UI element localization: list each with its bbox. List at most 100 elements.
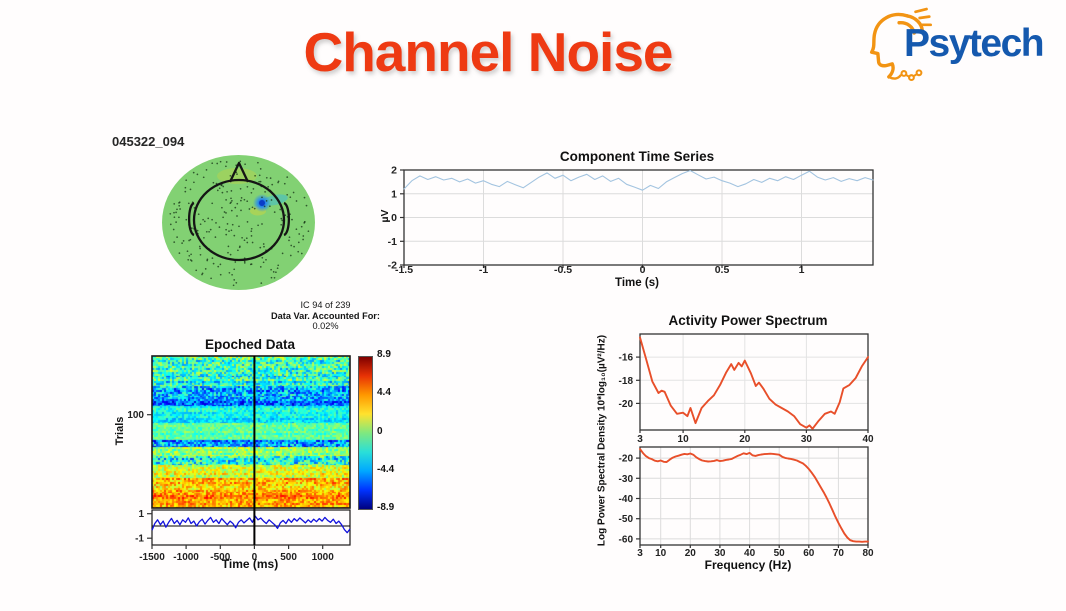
series-line: [639, 336, 869, 430]
electrode-dot: [214, 236, 217, 238]
electrode-dot: [176, 236, 178, 238]
component-topography: [162, 155, 315, 290]
erp-trace-border: [151, 509, 351, 546]
electrode-dot: [281, 252, 284, 255]
electrode-dot: [207, 217, 210, 220]
speed-stripe: [918, 15, 931, 20]
scalp-disk: [162, 155, 315, 290]
electrode-dot: [275, 271, 277, 274]
electrode-dot: [211, 218, 213, 221]
y-tick-label: -20: [619, 454, 634, 465]
y-tick-label: -1: [388, 236, 397, 248]
electrode-dot: [277, 264, 280, 267]
electrode-dot: [302, 238, 304, 241]
electrode-dot: [178, 252, 181, 254]
electrode-dot: [225, 161, 228, 163]
electrode-dot: [184, 186, 187, 189]
electrode-dot: [250, 230, 253, 233]
electrode-dot: [251, 206, 254, 209]
electrode-dot: [175, 221, 177, 223]
plot-border: [639, 446, 869, 546]
electrode-dot: [218, 187, 221, 190]
electrode-dot: [289, 254, 292, 257]
electrode-dot: [270, 268, 272, 271]
y-tick-label: 0: [391, 212, 397, 224]
electrode-dot: [280, 217, 283, 220]
y-tick-label: 100: [127, 410, 144, 421]
electrode-dot: [199, 247, 201, 250]
electrode-dot: [259, 168, 262, 170]
x-tick-label: -1000: [173, 552, 199, 563]
electrode-dot: [218, 226, 221, 228]
epoched-data-axes: 100 1 -1 -1500 -1000 -500 0 500 1000: [127, 355, 351, 563]
electrode-dot: [283, 182, 286, 185]
electrode-dot: [233, 234, 236, 237]
electrode-dot: [219, 263, 222, 266]
electrode-dot: [173, 211, 175, 214]
time-series-title: Component Time Series: [559, 149, 715, 164]
electrode-dot: [259, 246, 262, 249]
electrode-dot: [257, 161, 259, 164]
left-ear: [187, 201, 195, 237]
electrode-dot: [189, 188, 192, 191]
electrode-dot: [212, 181, 215, 184]
electrode-dot: [257, 224, 259, 227]
x-tick-label: 3: [637, 434, 643, 445]
electrode-dot: [196, 229, 199, 232]
electrode-dot: [246, 185, 249, 188]
nose: [228, 161, 250, 183]
electrode-dot: [211, 162, 214, 165]
electrode-dot: [239, 245, 241, 248]
electrode-dot: [263, 245, 265, 248]
electrode-dot: [281, 219, 284, 222]
y-tick-label: -30: [619, 474, 634, 485]
electrode-dot: [254, 174, 256, 177]
electrode-dot: [286, 193, 289, 196]
electrode-dot: [273, 276, 276, 279]
y-tick-label: -20: [619, 399, 634, 410]
colorbar: [358, 356, 373, 510]
electrode-dot: [239, 160, 242, 163]
electrode-dot: [219, 273, 222, 276]
electrode-dot: [197, 213, 200, 216]
electrode-dot: [233, 279, 236, 281]
electrode-dot: [251, 241, 254, 244]
electrode-dot: [232, 284, 235, 287]
x-tick-label: 50: [774, 548, 786, 559]
electrode-dot: [236, 173, 238, 175]
electrode-dot: [231, 199, 233, 202]
electrode-dot: [236, 202, 239, 205]
colorbar-ticks: 8.9 4.4 0 -4.4 -8.9: [377, 350, 394, 513]
electrode-dot: [229, 202, 232, 205]
head-top-arc: [905, 14, 925, 33]
electrode-dot: [269, 177, 272, 179]
electrode-dot: [184, 190, 187, 193]
electrode-dot: [233, 268, 236, 271]
electrode-dot: [181, 242, 183, 244]
epoched-x-axis-label: Time (ms): [221, 557, 279, 571]
electrode-dot: [169, 223, 172, 226]
electrode-dot: [264, 191, 266, 193]
electrode-dot: [297, 250, 300, 253]
electrode-dot: [199, 253, 202, 256]
electrode-dot: [250, 235, 253, 237]
electrode-dot: [265, 176, 268, 179]
circuit-node: [915, 69, 923, 77]
electrode-dot: [276, 267, 279, 270]
electrode-dot: [239, 187, 242, 190]
power-spectrum-upper-chart: 3 10 20 30 40 -16 -18 -20: [619, 333, 874, 445]
electrode-dot: [198, 245, 201, 248]
x-tick-label: 40: [862, 434, 874, 445]
electrode-dot: [235, 281, 238, 284]
erp-image-border: [151, 355, 351, 509]
electrode-dot: [228, 271, 231, 274]
electrode-dot: [187, 202, 190, 205]
electrode-dot: [173, 241, 176, 243]
epoched-data-title: Epoched Data: [204, 337, 296, 352]
electrode-dot: [245, 237, 248, 240]
x-tick-label: 30: [714, 548, 726, 559]
x-tick-label: -500: [210, 552, 230, 563]
electrode-dot: [303, 196, 306, 199]
electrode-dot: [205, 169, 208, 171]
electrode-dot: [277, 181, 279, 184]
